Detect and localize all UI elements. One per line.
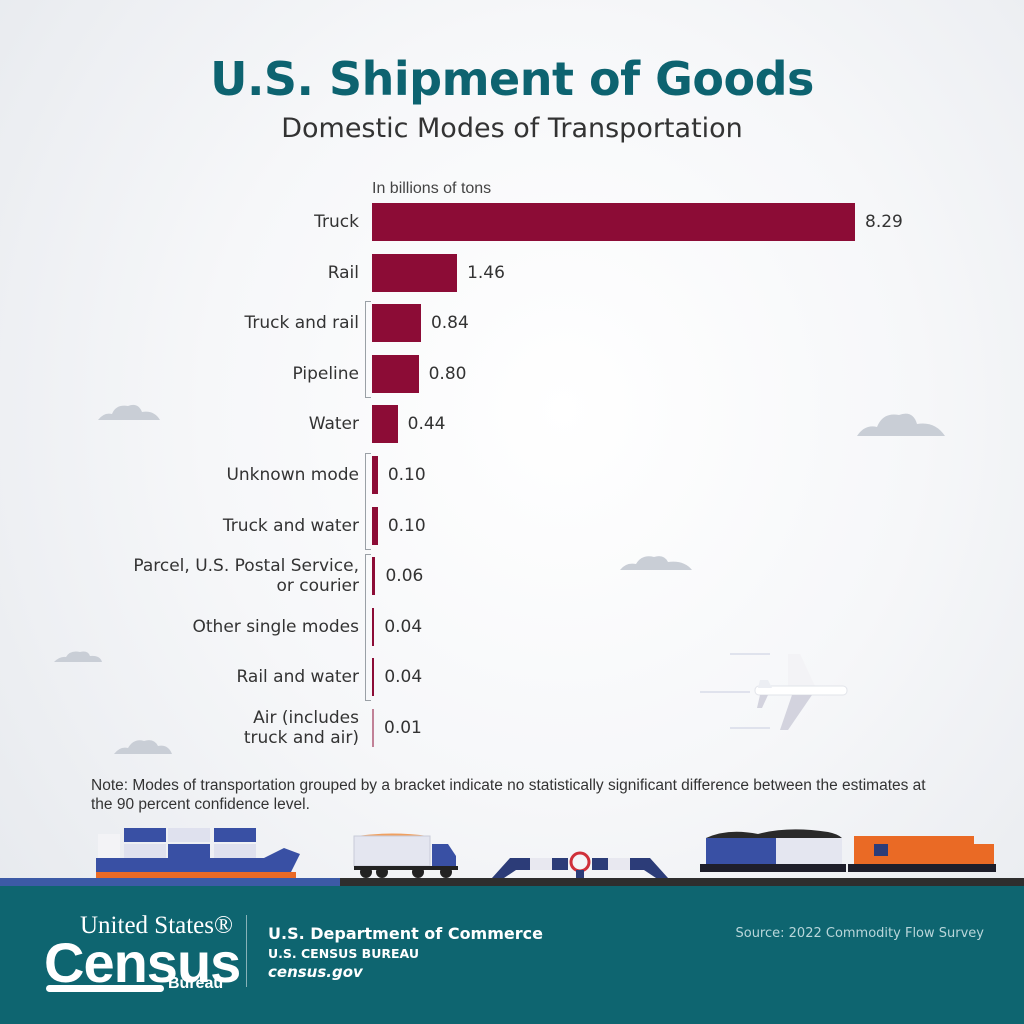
category-label-line: Truck and rail	[244, 313, 359, 334]
pipeline-icon	[492, 851, 668, 880]
cloud-icon	[54, 651, 102, 662]
unit-label: In billions of tons	[372, 180, 492, 197]
bar-2	[372, 304, 421, 343]
significance-bracket	[365, 453, 371, 550]
category-label: Truck and rail	[245, 313, 359, 333]
footer	[0, 886, 1024, 1024]
category-label: Unknown mode	[226, 465, 359, 485]
category-label-line: Rail	[327, 262, 359, 283]
category-label-line: Truck	[314, 212, 359, 232]
value-label: 0.04	[384, 667, 423, 688]
bar-3	[372, 354, 419, 393]
freight-train-icon	[700, 829, 996, 872]
bar-7	[372, 557, 376, 596]
cloud-icon	[98, 404, 160, 420]
category-label-line: Unknown mode	[226, 465, 359, 485]
value-label: 0.80	[428, 363, 467, 384]
footnote: Note: Modes of transportation grouped by…	[91, 777, 926, 813]
value-label: 8.29	[865, 212, 903, 232]
cloud-icon	[114, 740, 172, 754]
category-label-line: Other single modes	[192, 616, 359, 637]
category-label-line: or courier	[276, 576, 359, 597]
value-label: 0.84	[430, 313, 469, 334]
bureau-name: U.S. CENSUS BUREAU	[268, 946, 419, 961]
category-label: Pipeline	[292, 364, 359, 384]
chart-subtitle: Domestic Modes of Transportation	[281, 113, 743, 144]
website-link[interactable]: census.gov	[268, 963, 363, 981]
bar-9	[372, 658, 375, 697]
logo-census: Census	[44, 931, 241, 994]
bar-chart	[0, 0, 1024, 780]
value-label: 0.06	[385, 566, 424, 587]
category-label: Air (includes truck and air)	[244, 708, 359, 748]
significance-bracket	[365, 301, 371, 398]
ground-line	[340, 878, 1024, 886]
value-label: 0.10	[387, 465, 426, 485]
cloud-icon	[620, 556, 692, 570]
airplane-icon	[700, 653, 848, 730]
bar-8	[372, 607, 375, 646]
value-label: 0.01	[384, 718, 422, 738]
category-label: Rail and water	[236, 667, 359, 687]
bar-10	[372, 709, 374, 747]
category-label: Water	[309, 414, 359, 434]
significance-bracket	[365, 554, 371, 702]
source-note: Source: 2022 Commodity Flow Survey	[735, 926, 984, 941]
bar-5	[372, 456, 378, 494]
department-name: U.S. Department of Commerce	[268, 924, 543, 943]
category-label-line: Air (includes	[253, 708, 359, 728]
category-label: Rail	[328, 263, 359, 283]
category-label-line: Truck and water	[222, 515, 359, 536]
logo-underline	[46, 985, 164, 992]
logo-bureau: Bureau	[168, 975, 224, 992]
value-label: 1.46	[467, 262, 505, 283]
value-label: 0.04	[384, 616, 423, 637]
value-label: 0.44	[407, 414, 446, 435]
bar-4	[372, 405, 398, 444]
cloud-icon	[857, 413, 945, 436]
footer-divider	[246, 915, 247, 987]
category-label-line: Parcel, U.S. Postal Service,	[133, 556, 359, 577]
cargo-ship-icon	[96, 828, 300, 878]
category-label: Truck	[314, 212, 359, 232]
category-label-line: truck and air)	[243, 728, 359, 748]
category-label-line: Water	[308, 414, 359, 435]
water-line	[0, 878, 340, 886]
chart-title: U.S. Shipment of Goods	[210, 52, 814, 106]
category-label-line: Rail and water	[236, 667, 359, 688]
value-label: 0.10	[387, 515, 426, 536]
truck-icon	[353, 833, 458, 878]
bar-0	[372, 203, 855, 241]
category-label-line: Pipeline	[292, 363, 359, 384]
bar-6	[372, 506, 378, 545]
logo-united-states: United States®	[80, 912, 234, 939]
category-label: Other single modes	[193, 617, 359, 637]
bar-1	[372, 253, 458, 292]
category-label: Parcel, U.S. Postal Service, or courier	[133, 556, 359, 596]
category-label: Truck and water	[223, 516, 359, 536]
